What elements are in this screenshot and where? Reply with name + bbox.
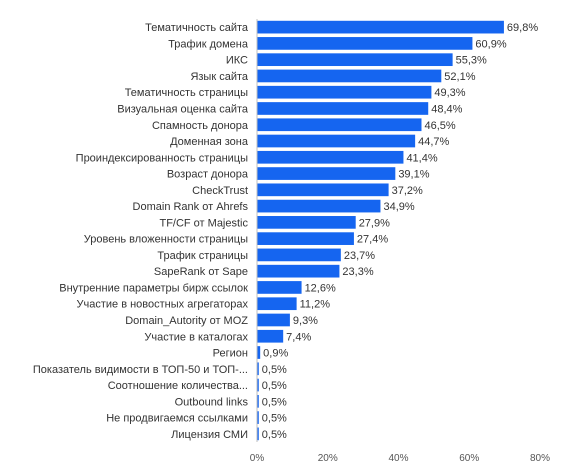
bar <box>257 85 432 99</box>
category-label: Уровень вложенности страницы <box>84 234 248 246</box>
category-label: Не продвигаемся ссылками <box>106 413 248 425</box>
category-label: Трафик домена <box>168 38 249 50</box>
bar <box>257 216 356 229</box>
value-label: 46,5% <box>424 120 455 132</box>
value-label: 27,9% <box>359 217 390 229</box>
category-label: Внутренние параметры бирж ссылок <box>59 282 248 294</box>
bar <box>257 232 354 245</box>
value-label: 7,4% <box>286 331 311 343</box>
category-label: Тематичность страницы <box>125 87 248 99</box>
bar <box>257 378 259 392</box>
x-tick-label: 40% <box>388 453 408 464</box>
value-label: 44,7% <box>418 136 449 148</box>
bar <box>257 248 341 262</box>
category-label: Язык сайта <box>190 71 248 83</box>
category-label: Лицензия СМИ <box>171 429 248 441</box>
x-tick-label: 80% <box>530 453 550 464</box>
bar <box>257 102 429 115</box>
value-label: 34,9% <box>383 201 414 213</box>
value-label: 49,3% <box>434 87 465 99</box>
bar <box>257 427 259 441</box>
category-label: Domain Rank от Ahrefs <box>133 201 249 213</box>
category-label: Визуальная оценка сайта <box>117 103 249 115</box>
category-label: Доменная зона <box>170 136 249 148</box>
x-tick-label: 20% <box>318 453 338 464</box>
category-label: ИКС <box>226 55 248 67</box>
bar <box>257 264 340 278</box>
category-label: Outbound links <box>175 396 249 408</box>
value-label: 23,7% <box>344 250 375 262</box>
value-label: 39,1% <box>398 169 429 181</box>
value-label: 9,3% <box>293 315 318 327</box>
category-label: Проиндексированность страницы <box>76 152 248 164</box>
category-label: Спамность донора <box>152 120 249 132</box>
value-label: 23,3% <box>342 266 373 278</box>
value-label: 69,8% <box>507 22 538 34</box>
value-label: 0,9% <box>263 348 288 360</box>
value-label: 11,2% <box>300 299 331 311</box>
value-label: 52,1% <box>444 71 475 83</box>
bar <box>257 69 442 83</box>
category-label: Показатель видимости в ТОП-50 и ТОП-... <box>33 364 248 376</box>
value-label: 0,5% <box>262 413 287 425</box>
category-label: Соотношение количества... <box>108 380 248 392</box>
bar <box>257 167 396 180</box>
bar <box>257 118 422 132</box>
category-label: Регион <box>213 348 248 360</box>
bar <box>257 37 473 50</box>
value-label: 37,2% <box>392 185 423 197</box>
bar <box>257 411 259 424</box>
value-label: 48,4% <box>431 103 462 115</box>
value-label: 60,9% <box>475 38 506 50</box>
category-label: Участие в каталогах <box>144 331 248 343</box>
value-label: 55,3% <box>456 55 487 67</box>
category-label: Участие в новостных агрегаторах <box>77 299 249 311</box>
bar <box>257 199 381 213</box>
bar <box>257 362 259 376</box>
bar <box>257 183 389 197</box>
bar <box>257 150 404 164</box>
category-label: SapeRank от Sape <box>154 266 248 278</box>
category-label: CheckTrust <box>192 185 248 197</box>
bar <box>257 281 302 294</box>
category-label: Возраст донора <box>167 169 249 181</box>
value-label: 0,5% <box>262 396 287 408</box>
bar <box>257 313 290 327</box>
value-label: 27,4% <box>357 234 388 246</box>
category-label: Трафик страницы <box>157 250 248 262</box>
category-label: TF/CF от Majestic <box>159 217 248 229</box>
x-tick-label: 60% <box>459 453 479 464</box>
bar <box>257 346 261 359</box>
bar <box>257 297 297 311</box>
x-tick-label: 0% <box>250 453 265 464</box>
category-label: Тематичность сайта <box>145 22 249 34</box>
category-label: Domain_Autority от MOZ <box>125 315 248 327</box>
value-label: 12,6% <box>305 282 336 294</box>
value-label: 41,4% <box>406 152 437 164</box>
bar <box>257 329 284 343</box>
bar <box>257 20 504 34</box>
value-label: 0,5% <box>262 364 287 376</box>
value-label: 0,5% <box>262 429 287 441</box>
bar <box>257 394 259 408</box>
bar <box>257 134 416 148</box>
bar <box>257 53 453 67</box>
value-label: 0,5% <box>262 380 287 392</box>
